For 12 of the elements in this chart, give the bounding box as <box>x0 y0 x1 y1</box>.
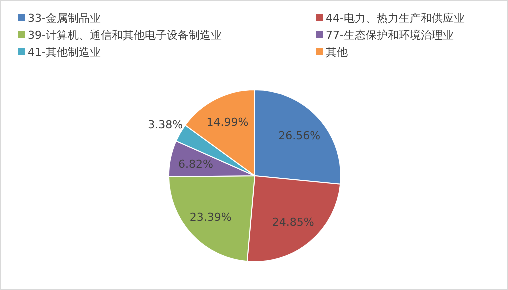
data-label: 24.85% <box>272 216 314 230</box>
data-label: 23.39% <box>190 210 232 224</box>
legend-label: 41-其他制造业 <box>28 46 101 59</box>
data-label: 3.38% <box>148 118 184 132</box>
data-label: 6.82% <box>178 158 214 171</box>
legend-label: 33-金属制品业 <box>28 12 101 25</box>
legend-label: 44-电力、热力生产和供应业 <box>326 12 465 25</box>
legend-label: 77-生态保护和环境治理业 <box>326 28 454 42</box>
data-label: 14.99% <box>206 116 249 130</box>
legend-label: 其他 <box>326 46 348 59</box>
legend-label: 39-计算机、通信和其他电子设备制造业 <box>28 28 222 42</box>
data-label: 26.56% <box>278 129 321 142</box>
